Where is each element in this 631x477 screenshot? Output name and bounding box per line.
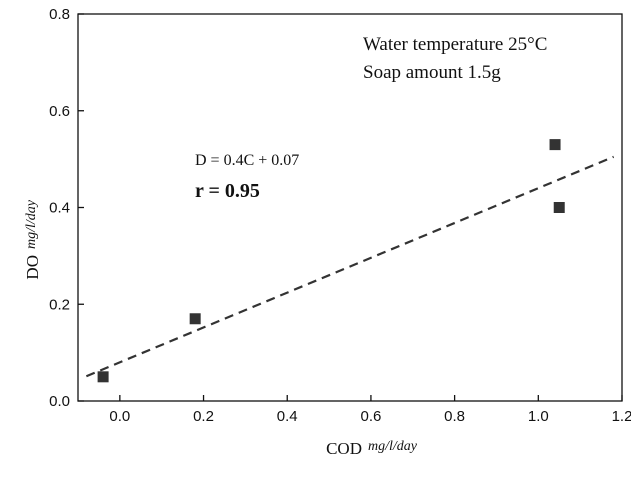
ticks: 0.0 0.2 0.4 0.6 0.8 1.0 1.2 0.0 0.2 0.4 0.6 0.8 <box>49 6 631 425</box>
y-axis-unit: mg/l/day <box>24 199 39 249</box>
x-axis-title: COD <box>326 439 362 458</box>
x-tick-label: 0.2 <box>193 408 214 425</box>
x-axis-title-group: COD mg/l/day <box>326 439 418 458</box>
x-tick-label: 0.8 <box>444 408 465 425</box>
plot-frame <box>77 13 623 402</box>
fit-equation: D = 0.4C + 0.07 <box>195 152 299 169</box>
data-point <box>97 371 109 383</box>
x-axis-unit: mg/l/day <box>368 439 418 454</box>
y-tick-label: 0.6 <box>49 103 70 120</box>
x-tick-label: 1.2 <box>612 408 631 425</box>
regression-line <box>85 155 615 378</box>
y-tick-label: 0.8 <box>49 6 70 23</box>
data-point <box>549 139 561 151</box>
annotation-water-temperature: Water temperature 25°C <box>363 34 547 55</box>
correlation-coefficient: r = 0.95 <box>195 180 260 202</box>
data-points <box>97 139 565 383</box>
x-tick-label: 0.6 <box>360 408 381 425</box>
x-tick-label: 0.0 <box>109 408 130 425</box>
y-axis-title: DO <box>23 255 42 280</box>
fit-line-group <box>85 155 615 378</box>
axes <box>77 13 623 402</box>
data-point <box>189 313 201 325</box>
x-tick-label: 1.0 <box>528 408 549 425</box>
annotation-soap-amount: Soap amount 1.5g <box>363 62 501 83</box>
x-tick-label: 0.4 <box>277 408 298 425</box>
data-point <box>553 202 565 213</box>
y-tick-label: 0.0 <box>49 393 70 410</box>
y-axis-title-group: DO mg/l/day <box>23 199 42 279</box>
y-tick-label: 0.2 <box>49 296 70 313</box>
y-tick-label: 0.4 <box>49 200 70 217</box>
